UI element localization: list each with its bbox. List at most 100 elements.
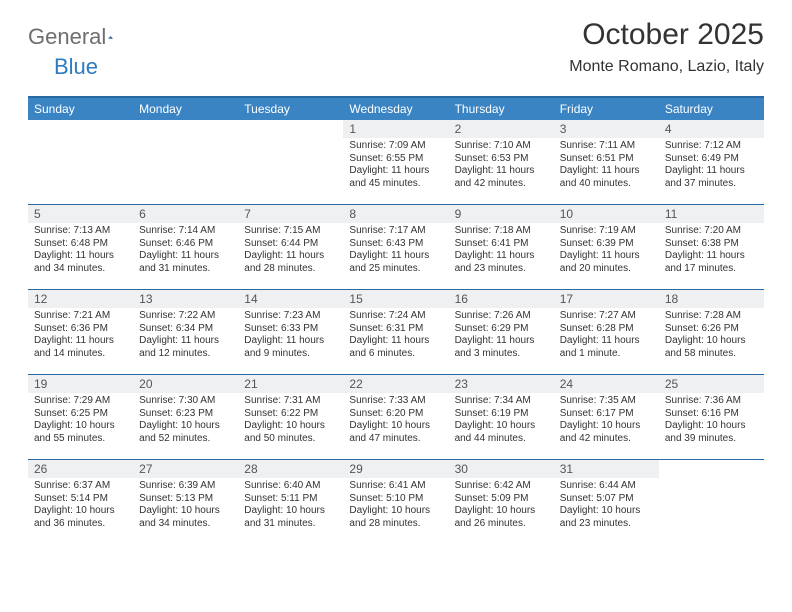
day-info: Sunrise: 7:13 AMSunset: 6:48 PMDaylight:… (34, 225, 127, 275)
sunrise: Sunrise: 7:09 AM (349, 140, 442, 153)
daylight: Daylight: 11 hours and 1 minute. (560, 335, 653, 360)
sunrise: Sunrise: 7:12 AM (665, 140, 758, 153)
sunrise: Sunrise: 6:41 AM (349, 480, 442, 493)
daylight: Daylight: 10 hours and 58 minutes. (665, 335, 758, 360)
sunrise: Sunrise: 7:18 AM (455, 225, 548, 238)
sunrise: Sunrise: 7:29 AM (34, 395, 127, 408)
sunset: Sunset: 6:55 PM (349, 153, 442, 166)
sunset: Sunset: 6:33 PM (244, 323, 337, 336)
day-number: 24 (554, 375, 659, 393)
sunset: Sunset: 5:10 PM (349, 493, 442, 506)
day-info: Sunrise: 7:09 AMSunset: 6:55 PMDaylight:… (349, 140, 442, 190)
logo-text-gray: General (28, 24, 106, 50)
calendar-cell: 24Sunrise: 7:35 AMSunset: 6:17 PMDayligh… (554, 375, 659, 459)
calendar-cell: 7Sunrise: 7:15 AMSunset: 6:44 PMDaylight… (238, 205, 343, 289)
calendar-cell: 26Sunrise: 6:37 AMSunset: 5:14 PMDayligh… (28, 460, 133, 544)
day-number: 5 (28, 205, 133, 223)
daylight: Daylight: 10 hours and 44 minutes. (455, 420, 548, 445)
sunset: Sunset: 6:36 PM (34, 323, 127, 336)
calendar-cell (659, 460, 764, 544)
sunset: Sunset: 6:29 PM (455, 323, 548, 336)
sunset: Sunset: 6:20 PM (349, 408, 442, 421)
day-number: 12 (28, 290, 133, 308)
day-info: Sunrise: 7:29 AMSunset: 6:25 PMDaylight:… (34, 395, 127, 445)
sunrise: Sunrise: 7:28 AM (665, 310, 758, 323)
sunrise: Sunrise: 7:23 AM (244, 310, 337, 323)
day-number: 19 (28, 375, 133, 393)
day-info: Sunrise: 7:33 AMSunset: 6:20 PMDaylight:… (349, 395, 442, 445)
calendar-cell: 6Sunrise: 7:14 AMSunset: 6:46 PMDaylight… (133, 205, 238, 289)
calendar-cell: 1 Sunrise: 7:09 AMSunset: 6:55 PMDaylight… (343, 120, 448, 204)
day-info: Sunrise: 6:44 AMSunset: 5:07 PMDaylight:… (560, 480, 653, 530)
calendar-cell: 23Sunrise: 7:34 AMSunset: 6:19 PMDayligh… (449, 375, 554, 459)
daylight: Daylight: 11 hours and 45 minutes. (349, 165, 442, 190)
day-number: 28 (238, 460, 343, 478)
calendar-cell: 19 Sunrise: 7:29 AMSunset: 6:25 PMDayligh… (28, 375, 133, 459)
calendar-cell: 22Sunrise: 7:33 AMSunset: 6:20 PMDayligh… (343, 375, 448, 459)
location: Monte Romano, Lazio, Italy (569, 58, 764, 76)
day-info: Sunrise: 6:37 AMSunset: 5:14 PMDaylight:… (34, 480, 127, 530)
calendar-cell: 18 Sunrise: 7:28 AMSunset: 6:26 PMDayligh… (659, 290, 764, 374)
calendar-cell: 27Sunrise: 6:39 AMSunset: 5:13 PMDayligh… (133, 460, 238, 544)
calendar-cell: 4Sunrise: 7:12 AMSunset: 6:49 PMDaylight… (659, 120, 764, 204)
daylight: Daylight: 11 hours and 31 minutes. (139, 250, 232, 275)
sunrise: Sunrise: 7:22 AM (139, 310, 232, 323)
sunset: Sunset: 5:07 PM (560, 493, 653, 506)
day-number: 10 (554, 205, 659, 223)
calendar-cell: 29 Sunrise: 6:41 AMSunset: 5:10 PMDayligh… (343, 460, 448, 544)
dayname-sun: Sunday (28, 98, 133, 120)
day-number: 16 (449, 290, 554, 308)
daylight: Daylight: 11 hours and 6 minutes. (349, 335, 442, 360)
daylight: Daylight: 10 hours and 23 minutes. (560, 505, 653, 530)
dayname-wed: Wednesday (343, 98, 448, 120)
calendar-cell: 2Sunrise: 7:10 AMSunset: 6:53 PMDaylight… (449, 120, 554, 204)
calendar-cell: 15Sunrise: 7:24 AMSunset: 6:31 PMDayligh… (343, 290, 448, 374)
sunrise: Sunrise: 6:44 AM (560, 480, 653, 493)
daylight: Daylight: 11 hours and 28 minutes. (244, 250, 337, 275)
day-info: Sunrise: 7:26 AMSunset: 6:29 PMDaylight:… (455, 310, 548, 360)
day-number: 20 (133, 375, 238, 393)
calendar-cell: 13Sunrise: 7:22 AMSunset: 6:34 PMDayligh… (133, 290, 238, 374)
sunrise: Sunrise: 7:20 AM (665, 225, 758, 238)
day-info: Sunrise: 7:15 AMSunset: 6:44 PMDaylight:… (244, 225, 337, 275)
day-info: Sunrise: 7:23 AMSunset: 6:33 PMDaylight:… (244, 310, 337, 360)
calendar-cell: 30Sunrise: 6:42 AMSunset: 5:09 PMDayligh… (449, 460, 554, 544)
sunset: Sunset: 5:13 PM (139, 493, 232, 506)
calendar-cell: 25Sunrise: 7:36 AMSunset: 6:16 PMDayligh… (659, 375, 764, 459)
sunrise: Sunrise: 7:19 AM (560, 225, 653, 238)
sunset: Sunset: 6:34 PM (139, 323, 232, 336)
day-info: Sunrise: 7:36 AMSunset: 6:16 PMDaylight:… (665, 395, 758, 445)
day-number: 1 (343, 120, 448, 138)
sunrise: Sunrise: 7:35 AM (560, 395, 653, 408)
daylight: Daylight: 10 hours and 50 minutes. (244, 420, 337, 445)
daylight: Daylight: 10 hours and 36 minutes. (34, 505, 127, 530)
calendar-cell: 14Sunrise: 7:23 AMSunset: 6:33 PMDayligh… (238, 290, 343, 374)
sunrise: Sunrise: 7:27 AM (560, 310, 653, 323)
sunrise: Sunrise: 7:17 AM (349, 225, 442, 238)
daylight: Daylight: 11 hours and 37 minutes. (665, 165, 758, 190)
daylight: Daylight: 10 hours and 31 minutes. (244, 505, 337, 530)
sunrise: Sunrise: 7:21 AM (34, 310, 127, 323)
day-info: Sunrise: 7:31 AMSunset: 6:22 PMDaylight:… (244, 395, 337, 445)
sunset: Sunset: 6:31 PM (349, 323, 442, 336)
day-info: Sunrise: 6:41 AMSunset: 5:10 PMDaylight:… (349, 480, 442, 530)
day-number: 18 (659, 290, 764, 308)
calendar-cell: 11Sunrise: 7:20 AMSunset: 6:38 PMDayligh… (659, 205, 764, 289)
sunset: Sunset: 6:17 PM (560, 408, 653, 421)
sunset: Sunset: 5:14 PM (34, 493, 127, 506)
sunset: Sunset: 6:28 PM (560, 323, 653, 336)
day-number: 9 (449, 205, 554, 223)
day-number: 30 (449, 460, 554, 478)
sunrise: Sunrise: 7:10 AM (455, 140, 548, 153)
daylight: Daylight: 11 hours and 12 minutes. (139, 335, 232, 360)
day-number: 17 (554, 290, 659, 308)
day-number: 6 (133, 205, 238, 223)
day-number: 29 (343, 460, 448, 478)
day-info: Sunrise: 7:28 AMSunset: 6:26 PMDaylight:… (665, 310, 758, 360)
day-number: 8 (343, 205, 448, 223)
day-info: Sunrise: 7:21 AMSunset: 6:36 PMDaylight:… (34, 310, 127, 360)
day-info: Sunrise: 7:24 AMSunset: 6:31 PMDaylight:… (349, 310, 442, 360)
calendar-body: 1Sunrise: 7:09 AMSunset: 6:55 PMDaylight… (28, 120, 764, 544)
dayname-tue: Tuesday (238, 98, 343, 120)
daylight: Daylight: 11 hours and 3 minutes. (455, 335, 548, 360)
